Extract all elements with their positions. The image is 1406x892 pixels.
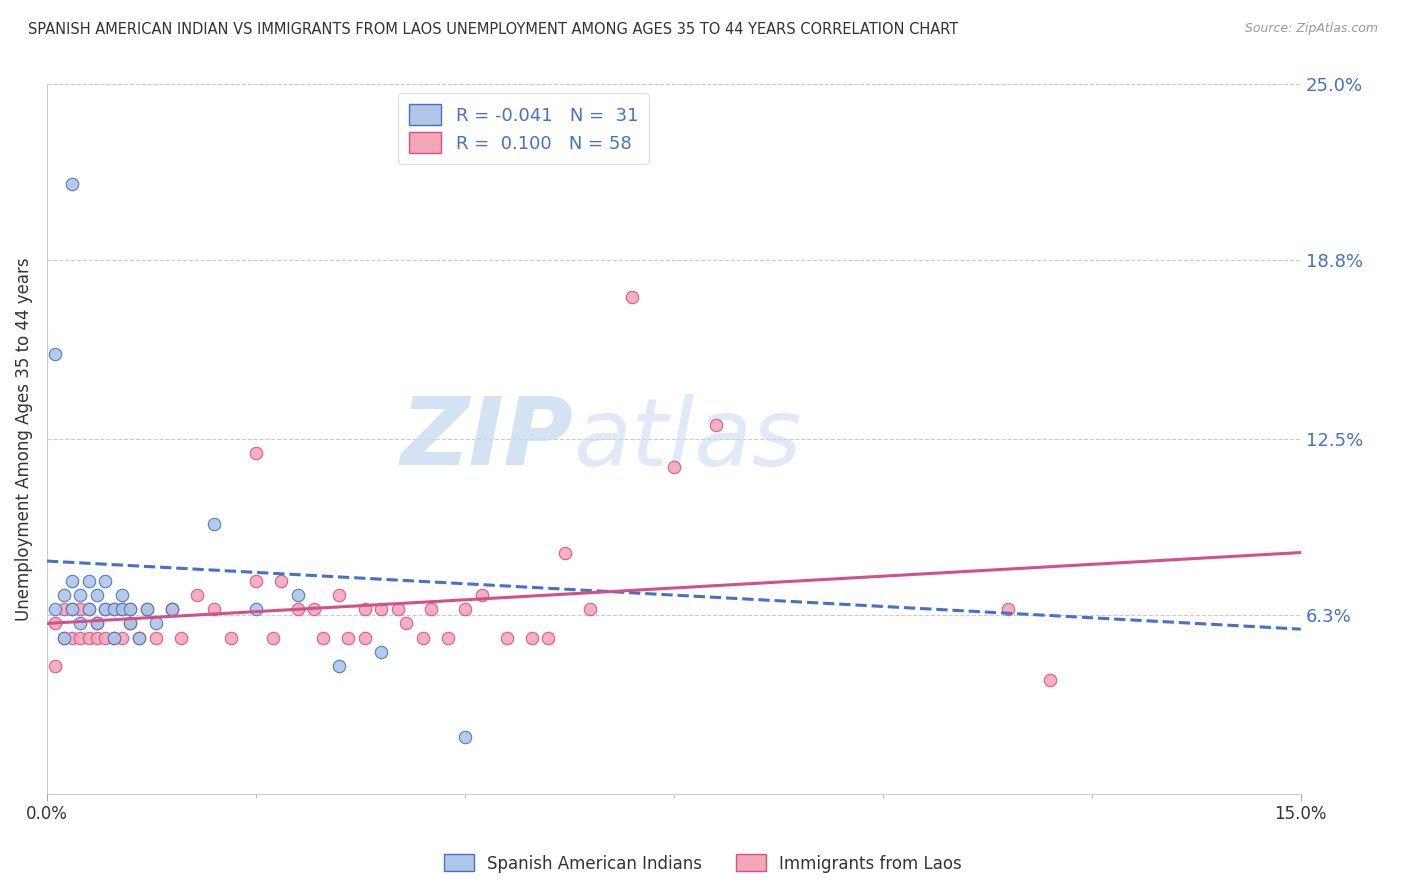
Point [86,616,108,631]
Point [454,730,477,744]
Point [69,602,91,616]
Point [312,631,335,645]
Point [387,602,409,616]
Point [370,602,392,616]
Point [103,602,125,616]
Point [52,631,75,645]
Point [44,347,66,361]
Point [77,574,100,588]
Point [52,631,75,645]
Point [328,659,350,673]
Point [554,545,576,559]
Point [353,631,375,645]
Point [186,588,208,602]
Point [704,417,727,432]
Point [44,602,66,616]
Point [997,602,1019,616]
Point [52,588,75,602]
Point [454,602,477,616]
Point [86,616,108,631]
Point [94,602,117,616]
Point [69,588,91,602]
Point [94,631,117,645]
Text: Source: ZipAtlas.com: Source: ZipAtlas.com [1244,22,1378,36]
Point [336,631,359,645]
Point [111,602,134,616]
Point [128,631,150,645]
Point [162,602,184,616]
Point [60,177,83,191]
Point [520,631,543,645]
Point [60,631,83,645]
Point [86,631,108,645]
Point [579,602,602,616]
Point [202,602,225,616]
Point [52,602,75,616]
Point [44,659,66,673]
Point [287,602,309,616]
Point [60,602,83,616]
Point [662,460,685,475]
Text: atlas: atlas [574,393,801,484]
Point [111,588,134,602]
Point [420,602,443,616]
Point [245,574,267,588]
Point [202,517,225,532]
Point [69,631,91,645]
Point [370,645,392,659]
Point [60,602,83,616]
Point [136,602,159,616]
Point [537,631,560,645]
Point [495,631,517,645]
Point [262,631,284,645]
Point [412,631,434,645]
Text: ZIP: ZIP [401,393,574,485]
Point [103,602,125,616]
Point [471,588,494,602]
Point [120,602,142,616]
Point [162,602,184,616]
Legend: R = -0.041   N =  31, R =  0.100   N = 58: R = -0.041 N = 31, R = 0.100 N = 58 [398,94,650,164]
Point [162,602,184,616]
Point [111,631,134,645]
Legend: Spanish American Indians, Immigrants from Laos: Spanish American Indians, Immigrants fro… [437,847,969,880]
Point [219,631,242,645]
Point [169,631,191,645]
Point [69,616,91,631]
Point [77,602,100,616]
Point [437,631,460,645]
Y-axis label: Unemployment Among Ages 35 to 44 years: Unemployment Among Ages 35 to 44 years [15,257,32,621]
Point [304,602,326,616]
Point [128,631,150,645]
Point [245,446,267,460]
Point [77,631,100,645]
Point [77,602,100,616]
Point [245,602,267,616]
Point [395,616,418,631]
Point [94,574,117,588]
Point [145,631,167,645]
Point [136,602,159,616]
Point [94,602,117,616]
Point [120,602,142,616]
Point [103,631,125,645]
Point [270,574,292,588]
Point [287,588,309,602]
Text: SPANISH AMERICAN INDIAN VS IMMIGRANTS FROM LAOS UNEMPLOYMENT AMONG AGES 35 TO 44: SPANISH AMERICAN INDIAN VS IMMIGRANTS FR… [28,22,959,37]
Point [111,602,134,616]
Point [60,574,83,588]
Point [621,290,644,304]
Point [328,588,350,602]
Point [145,616,167,631]
Point [44,616,66,631]
Point [103,631,125,645]
Point [353,602,375,616]
Point [120,616,142,631]
Point [1039,673,1062,688]
Point [120,616,142,631]
Point [86,588,108,602]
